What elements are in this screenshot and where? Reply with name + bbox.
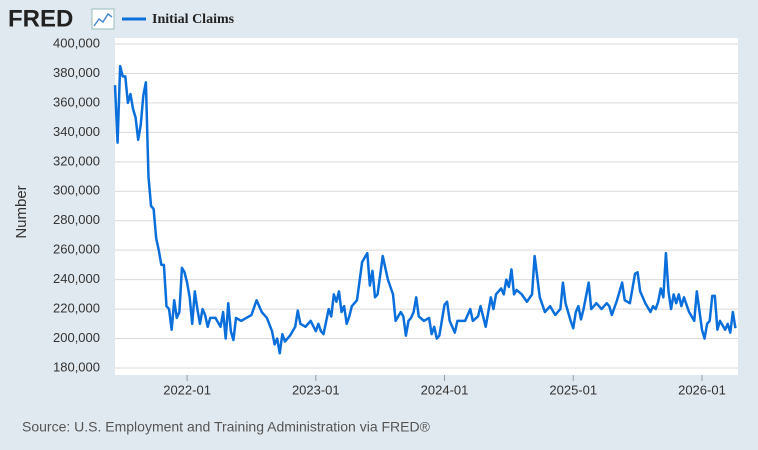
source-note: Source: U.S. Employment and Training Adm… [22,419,431,435]
brand-logo[interactable]: FRED [8,5,73,32]
y-tick-label: 200,000 [53,330,100,345]
x-tick-label: 2022-01 [163,382,211,397]
y-axis-title: Number [13,185,30,238]
y-tick-label: 380,000 [53,65,100,80]
y-tick-label: 360,000 [53,94,100,109]
x-tick-label: 2026-01 [678,382,726,397]
x-tick-label: 2024-01 [421,382,469,397]
y-tick-label: 240,000 [53,271,100,286]
y-tick-label: 400,000 [53,35,100,50]
y-tick-label: 260,000 [53,242,100,257]
y-tick-label: 300,000 [53,183,100,198]
x-tick-label: 2023-01 [292,382,340,397]
y-tick-label: 180,000 [53,359,100,374]
y-tick-label: 220,000 [53,301,100,316]
legend-label: Initial Claims [152,12,235,27]
y-tick-label: 320,000 [53,153,100,168]
y-tick-label: 280,000 [53,212,100,227]
logo-icon [91,8,115,30]
y-tick-label: 340,000 [53,124,100,139]
data-line [113,64,737,355]
x-tick-label: 2025-01 [549,382,597,397]
